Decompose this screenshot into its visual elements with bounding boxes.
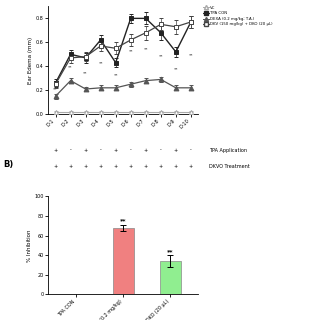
Text: **: ** (158, 54, 163, 58)
Text: **: ** (68, 66, 73, 69)
Text: **: ** (53, 88, 58, 92)
Y-axis label: Ear Edema (mm): Ear Edema (mm) (28, 37, 33, 84)
Text: B): B) (3, 160, 13, 169)
Text: +: + (53, 148, 58, 153)
Text: +: + (84, 148, 88, 153)
Text: +: + (68, 164, 73, 169)
Text: +: + (114, 148, 118, 153)
Text: +: + (174, 164, 178, 169)
Text: +: + (84, 164, 88, 169)
Y-axis label: % Inhibition: % Inhibition (27, 229, 32, 262)
Text: -: - (100, 148, 101, 153)
Text: **: ** (167, 249, 173, 254)
Text: DKVO Treatment: DKVO Treatment (209, 164, 250, 169)
Text: **: ** (188, 53, 193, 57)
Text: **: ** (98, 62, 103, 66)
Bar (113, 228, 134, 294)
Text: +: + (144, 148, 148, 153)
Text: +: + (189, 164, 193, 169)
Text: +: + (129, 164, 133, 169)
Text: **: ** (83, 71, 88, 76)
Text: +: + (144, 164, 148, 169)
Text: -: - (130, 148, 132, 153)
Bar (160, 261, 181, 294)
Text: +: + (114, 164, 118, 169)
Text: **: ** (120, 218, 126, 223)
Text: +: + (159, 164, 163, 169)
Legend: VC, TPA CON, DEXA (0.2 mg/kg; T.A.), DKV (150 mg/kg) + DKO (20 μL): VC, TPA CON, DEXA (0.2 mg/kg; T.A.), DKV… (201, 4, 275, 28)
Text: **: ** (143, 47, 148, 52)
Text: **: ** (128, 49, 133, 53)
Text: -: - (160, 148, 162, 153)
Text: TPA Application: TPA Application (209, 148, 247, 153)
Text: **: ** (173, 68, 178, 72)
Text: **: ** (113, 73, 118, 77)
Text: +: + (99, 164, 103, 169)
Text: +: + (174, 148, 178, 153)
Text: -: - (70, 148, 71, 153)
Text: -: - (190, 148, 192, 153)
Text: +: + (53, 164, 58, 169)
